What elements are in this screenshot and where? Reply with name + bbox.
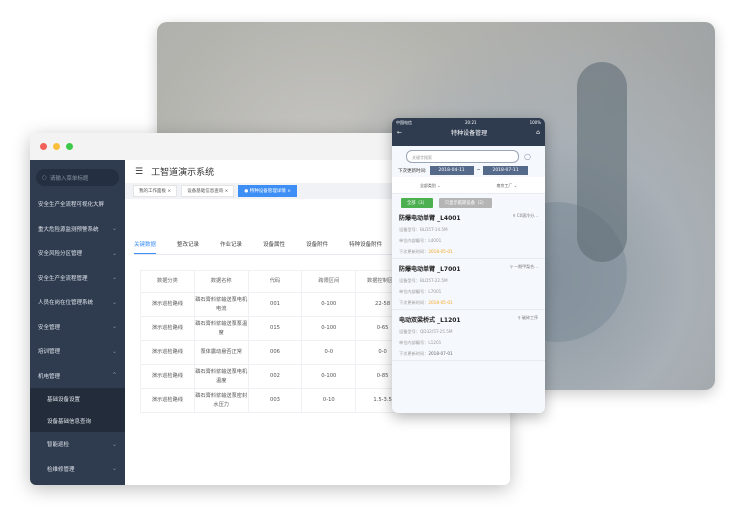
tab[interactable]: 作业记录 (220, 242, 243, 248)
table-cell: 001 (247, 292, 303, 317)
date-from[interactable]: 2018-04-11 (429, 166, 474, 175)
menu-icon[interactable]: ☰ (135, 166, 144, 177)
sidebar-item[interactable]: 安全生产全流程管理 ⌄ (38, 274, 117, 282)
table-cell: 磷石膏料浆输送泵电机电流 (193, 292, 249, 317)
table-row: 演示巡检路线 磷石膏料浆输送泵泵温度 015 0-100 0-65 (140, 316, 410, 341)
chevron-icon: ⌄ (111, 249, 117, 257)
mobile-screen: 中国电信 20:21 100% ← 特种设备管理 ⌂ 关键字搜索 ○ 下次更新时间: 201… (392, 118, 545, 413)
column-header: 数据分类 (140, 270, 195, 293)
tab[interactable]: 关键数据 (134, 240, 157, 254)
location-icon: ⚲ (512, 213, 516, 218)
category-filter[interactable]: 全部类别 ⌄ (419, 183, 441, 188)
tab[interactable]: 设备属性 (263, 242, 286, 248)
table-cell: 磷石膏料浆输送泵电机温度 (193, 364, 249, 389)
table-cell: 015 (247, 316, 303, 341)
search-icon[interactable]: ○ (524, 152, 531, 161)
table-cell: 泵体震动悬否正常 (193, 340, 249, 365)
mobile-title: 特种设备管理 (451, 130, 488, 137)
tab[interactable]: 特种设备附件 (349, 242, 383, 248)
data-table: 数据分类 数据名称 代码 跨限区间 数据控制区间 演示巡检路线 磷石膏料浆输送泵电机电流 00… (140, 270, 410, 413)
table-cell: 磷石膏料浆输送泵密封水压力 (193, 388, 249, 413)
sidebar-item[interactable]: 安全生产全流程可视化大屏 (38, 202, 105, 209)
sidebar: ○ 请输入菜单标题 安全生产全流程可视化大屏重大危险源监测预警系统 ⌄ 安全风险分区管… (30, 160, 125, 485)
home-icon[interactable]: ⌂ (536, 129, 540, 136)
equipment-card[interactable]: 防爆电动单臂 _L7001 ⚲ 一期甲梨合... 设备型号：BLD5T-22.5M 单… (392, 259, 545, 310)
sidebar-item[interactable]: 智能巡检 ⌄ (47, 440, 117, 449)
sidebar-subitem[interactable]: 基础设备设置 (30, 388, 125, 410)
table-cell: 演示巡检路线 (140, 364, 195, 389)
location-icon: ⚲ (517, 315, 521, 320)
equipment-card[interactable]: 防爆电动单臂 _L4001 ⚲ C0滚冷分... 设备型号：BLD5T-14.5M 单… (392, 208, 545, 259)
location-icon: ⚲ (509, 264, 513, 269)
page-tag[interactable]: 设备基础信息查询 × (181, 185, 235, 197)
equipment-card[interactable]: 电动双梁桥式 _L1201 ⚲ 破碎工序 设备型号：QD32/5T-25.5M 单位内… (392, 310, 545, 361)
table-cell: 0-100 (301, 316, 357, 341)
chevron-icon: ⌄ (111, 225, 117, 233)
back-icon[interactable]: ← (397, 129, 403, 136)
close-dot[interactable] (40, 143, 47, 150)
battery: 100% (529, 120, 541, 125)
table-row: 演示巡检路线 磷石膏料浆输送泵密封水压力 003 0-10 1.5-3.5 (140, 388, 410, 413)
all-button[interactable]: 全部（3） (401, 198, 433, 208)
sidebar-item[interactable]: 安全管理 ⌄ (38, 323, 117, 331)
menu-search-input[interactable]: ○ 请输入菜单标题 (36, 169, 119, 186)
table-cell: 006 (247, 340, 303, 365)
page-title: 工智道演示系统 (151, 168, 215, 178)
table-cell: 002 (247, 364, 303, 389)
chevron-icon: ^ (111, 372, 117, 380)
column-header: 跨限区间 (301, 270, 357, 293)
chevron-icon: ⌄ (111, 274, 117, 282)
sidebar-item[interactable]: 检维修管理 ⌄ (47, 465, 117, 473)
table-cell: 磷石膏料浆输送泵泵温度 (193, 316, 249, 341)
table-cell: 003 (247, 388, 303, 413)
chevron-icon: ⌄ (111, 440, 117, 448)
table-cell: 0-0 (301, 340, 357, 365)
chevron-icon: ⌄ (111, 465, 117, 473)
chevron-icon: ⌄ (111, 298, 117, 306)
table-row: 演示巡检路线 磷石膏料浆输送泵电机电流 001 0-100 22-58 (140, 292, 410, 317)
date-label: 下次更新时间: (398, 168, 427, 174)
table-cell: 0-100 (301, 292, 357, 317)
table-cell: 0-100 (301, 364, 357, 389)
expiring-button[interactable]: 只显示临期设备（2） (438, 198, 493, 208)
table-row: 演示巡检路线 磷石膏料浆输送泵电机温度 002 0-100 0-85 (140, 364, 410, 389)
table-cell: 演示巡检路线 (140, 340, 195, 365)
factory-filter[interactable]: 南京工厂 ⌄ (496, 183, 518, 188)
minimize-dot[interactable] (53, 143, 60, 150)
sidebar-item[interactable]: 重大危险源监测预警系统 ⌄ (38, 225, 117, 233)
column-header: 数据名称 (193, 270, 249, 293)
table-cell: 演示巡检路线 (140, 316, 195, 341)
page-tag[interactable]: 我的工作面板 × (133, 185, 178, 197)
maximize-dot[interactable] (66, 143, 73, 150)
page-tag[interactable]: ● 特种设备管理详情 × (238, 185, 297, 197)
chevron-icon: ⌄ (111, 347, 117, 355)
clock: 20:21 (465, 120, 477, 125)
column-header: 代码 (247, 270, 303, 293)
keyword-search-input[interactable]: 关键字搜索 (406, 150, 519, 163)
table-cell: 演示巡检路线 (140, 292, 195, 317)
search-icon: ○ (42, 174, 47, 181)
table-cell: 0-10 (301, 388, 357, 413)
table-cell: 演示巡检路线 (140, 388, 195, 413)
tab[interactable]: 设备附件 (306, 242, 329, 248)
table-row: 演示巡检路线 泵体震动悬否正常 006 0-0 0-0 (140, 340, 410, 365)
chevron-icon: ⌄ (111, 323, 117, 331)
sidebar-subitem[interactable]: 设备基础信息查询 (30, 410, 125, 432)
carrier: 中国电信 (396, 120, 412, 125)
sidebar-item[interactable]: 人员在岗在位管理系统 ⌄ (38, 298, 117, 307)
sidebar-item[interactable]: 安全风险分区管理 ⌄ (38, 249, 117, 258)
sidebar-item[interactable]: 机电管理 ^ (38, 372, 117, 380)
sidebar-item[interactable]: 培训管理 ⌄ (38, 347, 117, 356)
date-to[interactable]: 2018-07-11 (483, 166, 528, 175)
tab[interactable]: 整改记录 (177, 242, 200, 248)
